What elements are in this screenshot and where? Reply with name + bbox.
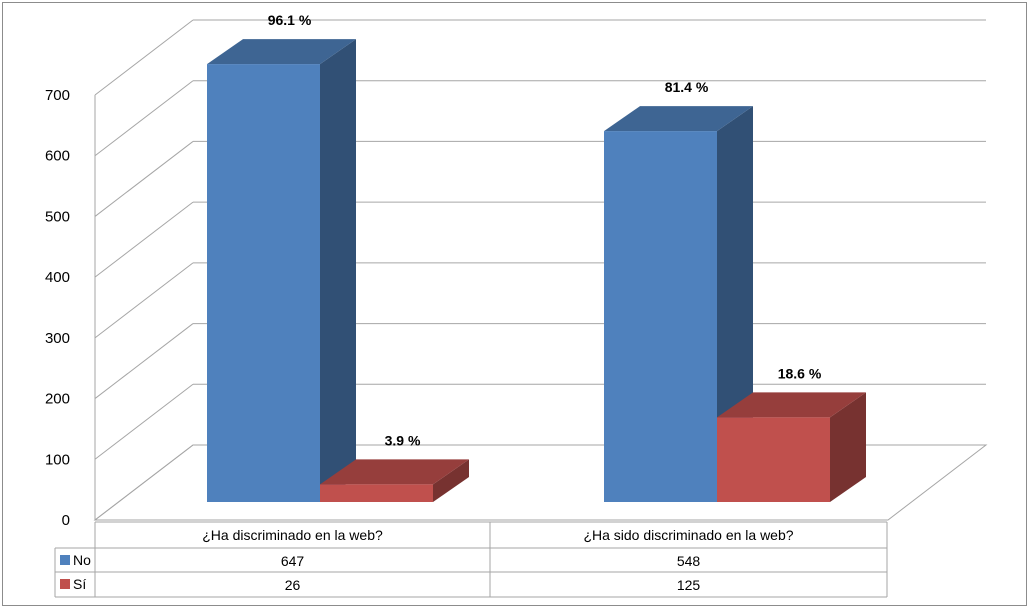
bar-side (320, 39, 356, 503)
bar-top (207, 39, 356, 65)
data-label: 18.6 % (778, 365, 822, 381)
legend-swatch (60, 579, 70, 589)
gridline-side (94, 201, 194, 278)
bar (320, 484, 433, 502)
y-tick-label: 0 (62, 512, 70, 529)
gridline-side (94, 141, 194, 217)
bar-top (604, 106, 753, 132)
bar-side (830, 392, 866, 502)
y-tick-label: 300 (45, 330, 70, 347)
legend-swatch (60, 555, 70, 565)
y-tick-label: 500 (45, 208, 70, 225)
y-tick-label: 400 (45, 269, 70, 286)
bar (604, 131, 717, 502)
gridline-side (94, 19, 194, 96)
legend-label: No (73, 552, 91, 568)
y-tick-label: 700 (45, 87, 70, 104)
legend-label: Sí (73, 576, 86, 592)
bar (207, 64, 320, 503)
table-cell: 548 (677, 553, 701, 569)
gridline-side (94, 80, 194, 157)
gridline-side (94, 323, 194, 399)
bar-top (717, 392, 866, 418)
data-label: 96.1 % (268, 12, 312, 28)
data-table: ¿Ha discriminado en la web? ¿Ha sido disc… (54, 521, 888, 598)
bars (207, 39, 866, 503)
bar-side (433, 459, 469, 502)
y-axis-ticks: 0 100 200 300 400 500 600 700 (45, 87, 70, 529)
bar-top (320, 459, 469, 485)
gridline-side (94, 444, 194, 521)
table-cell: 26 (285, 577, 301, 593)
gridline-side (94, 383, 194, 460)
table-header: ¿Ha discriminado en la web? (202, 527, 383, 543)
y-tick-label: 600 (45, 148, 70, 165)
table-cell: 647 (281, 553, 305, 569)
table-header: ¿Ha sido discriminado en la web? (583, 527, 793, 543)
table-cell: 125 (677, 577, 701, 593)
data-labels: 96.1 % 3.9 % 81.4 % 18.6 % (268, 12, 822, 448)
data-label: 81.4 % (665, 79, 709, 95)
y-tick-label: 200 (45, 391, 70, 408)
y-tick-label: 100 (45, 451, 70, 468)
gridline-side (94, 262, 194, 339)
bar (717, 417, 830, 502)
data-label: 3.9 % (385, 432, 421, 448)
